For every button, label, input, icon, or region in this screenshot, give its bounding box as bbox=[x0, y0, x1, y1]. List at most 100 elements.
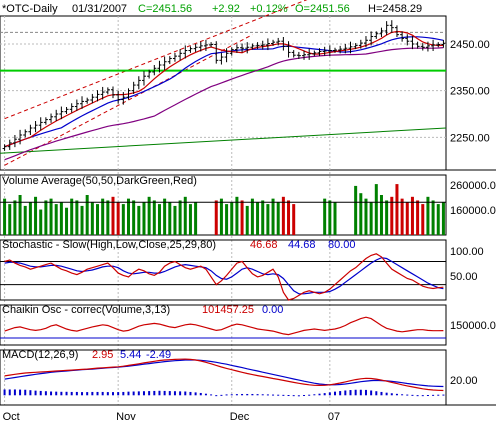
volume-axis-high: 260000.0 bbox=[450, 180, 496, 192]
volume-bar bbox=[333, 202, 337, 235]
macd-histogram-bar bbox=[370, 390, 373, 396]
header-symbol: *OTC-Daily bbox=[2, 3, 58, 15]
macd-histogram-bar bbox=[137, 391, 140, 396]
volume-bar bbox=[385, 200, 389, 235]
macd-value-hist: -2.49 bbox=[146, 349, 171, 361]
macd-histogram-bar bbox=[256, 394, 259, 396]
macd-histogram-bar bbox=[349, 390, 352, 396]
macd-histogram-bar bbox=[385, 392, 388, 396]
macd-histogram-bar bbox=[142, 391, 145, 396]
volume-bar bbox=[292, 204, 296, 235]
ohlc-bar bbox=[38, 117, 43, 131]
ohlc-bar bbox=[229, 47, 234, 56]
ohlc-bar bbox=[307, 48, 312, 60]
volume-bar bbox=[157, 204, 161, 235]
volume-bar bbox=[126, 198, 130, 235]
x-tick-label: Dec bbox=[230, 411, 250, 423]
ohlc-bar bbox=[394, 25, 399, 37]
ohlc-bar bbox=[80, 96, 85, 109]
ohlc-bar bbox=[420, 43, 425, 51]
ohlc-bar bbox=[271, 39, 276, 46]
macd-histogram-bar bbox=[204, 393, 207, 396]
volume-bar bbox=[369, 202, 373, 235]
macd-histogram-bar bbox=[225, 394, 228, 396]
volume-bar bbox=[261, 200, 265, 235]
macd-histogram-bar bbox=[416, 395, 419, 397]
macd-histogram-bar bbox=[380, 391, 383, 396]
volume-bar bbox=[54, 204, 58, 235]
chaikin-panel-label: Chaikin Osc - correc(Volume,3,13) bbox=[2, 304, 170, 316]
ohlc-bar bbox=[105, 87, 110, 95]
macd-histogram-bar bbox=[34, 390, 37, 396]
ohlc-bar bbox=[111, 86, 115, 99]
chaikin-line bbox=[4, 316, 444, 336]
volume-bar bbox=[137, 205, 141, 235]
macd-histogram-bar bbox=[344, 390, 347, 396]
macd-value-line: 2.95 bbox=[92, 349, 113, 361]
volume-bar bbox=[323, 198, 327, 235]
ohlc-bar bbox=[343, 44, 348, 54]
ohlc-bar bbox=[131, 81, 136, 94]
macd-histogram-bar bbox=[303, 395, 306, 397]
ohlc-bar bbox=[198, 41, 203, 52]
ohlc-bar bbox=[116, 90, 121, 104]
macd-histogram-bar bbox=[112, 392, 114, 396]
volume-bar bbox=[230, 202, 234, 235]
ohlc-bar bbox=[162, 56, 167, 71]
macd-histogram-bar bbox=[117, 392, 120, 396]
x-axis: Oct Nov Dec 07 bbox=[0, 404, 496, 423]
macd-histogram-bar bbox=[287, 395, 290, 397]
volume-bar bbox=[116, 202, 120, 235]
volume-bar bbox=[34, 196, 38, 235]
ohlc-bar bbox=[322, 46, 327, 56]
x-tick-label: Oct bbox=[3, 411, 20, 423]
macd-histogram-bar bbox=[39, 390, 42, 396]
chaikin-value-zero: 0.00 bbox=[262, 304, 283, 316]
macd-histogram-bar bbox=[251, 393, 254, 396]
volume-bar bbox=[121, 204, 125, 235]
ma-purple-line bbox=[4, 47, 444, 161]
macd-histogram-bar bbox=[354, 389, 357, 396]
volume-bar bbox=[142, 202, 146, 235]
volume-bar bbox=[287, 200, 291, 235]
macd-histogram-bar bbox=[390, 393, 393, 396]
volume-bar bbox=[245, 205, 249, 235]
macd-histogram-bar bbox=[395, 393, 398, 396]
ohlc-bar bbox=[369, 31, 374, 46]
volume-bar bbox=[219, 198, 223, 235]
macd-histogram-bar bbox=[421, 395, 424, 397]
macd-histogram-bar bbox=[318, 393, 321, 396]
macd-panel-label: MACD(12,26,9) bbox=[2, 349, 78, 361]
header-high: H=2458.29 bbox=[368, 3, 422, 15]
volume-bar bbox=[173, 205, 177, 235]
ohlc-bar bbox=[7, 139, 12, 150]
macd-histogram-bar bbox=[375, 391, 378, 396]
x-tick-label: Nov bbox=[116, 411, 136, 423]
ohlc-bar bbox=[59, 106, 64, 120]
volume-bar bbox=[235, 196, 239, 235]
volume-bar bbox=[168, 202, 172, 235]
volume-bar bbox=[188, 204, 192, 235]
ohlc-bar bbox=[441, 40, 446, 48]
macd-histogram-bar bbox=[246, 393, 249, 396]
ohlc-bar bbox=[64, 107, 69, 114]
volume-bar bbox=[364, 198, 368, 235]
volume-axis-low: 160000.0 bbox=[450, 205, 496, 217]
macd-histogram-bar bbox=[282, 394, 285, 396]
macd-histogram-bar bbox=[328, 392, 331, 396]
chaikin-axis-high: 150000.0 bbox=[450, 320, 496, 332]
ohlc-bar bbox=[90, 93, 95, 104]
volume-bar bbox=[431, 200, 435, 235]
volume-bar bbox=[85, 195, 89, 235]
header-close: C=2451.56 bbox=[138, 3, 192, 15]
stochastic-value-k: 46.68 bbox=[250, 239, 278, 251]
ohlc-bar bbox=[152, 65, 157, 76]
header-pct: +0.12% bbox=[250, 3, 288, 15]
volume-bar bbox=[8, 204, 12, 235]
volume-bar bbox=[410, 196, 414, 235]
volume-bar bbox=[281, 196, 285, 235]
ohlc-bar bbox=[224, 48, 229, 63]
ohlc-bar bbox=[265, 38, 270, 51]
macd-histogram-bar bbox=[235, 394, 238, 396]
volume-bar bbox=[65, 207, 69, 235]
